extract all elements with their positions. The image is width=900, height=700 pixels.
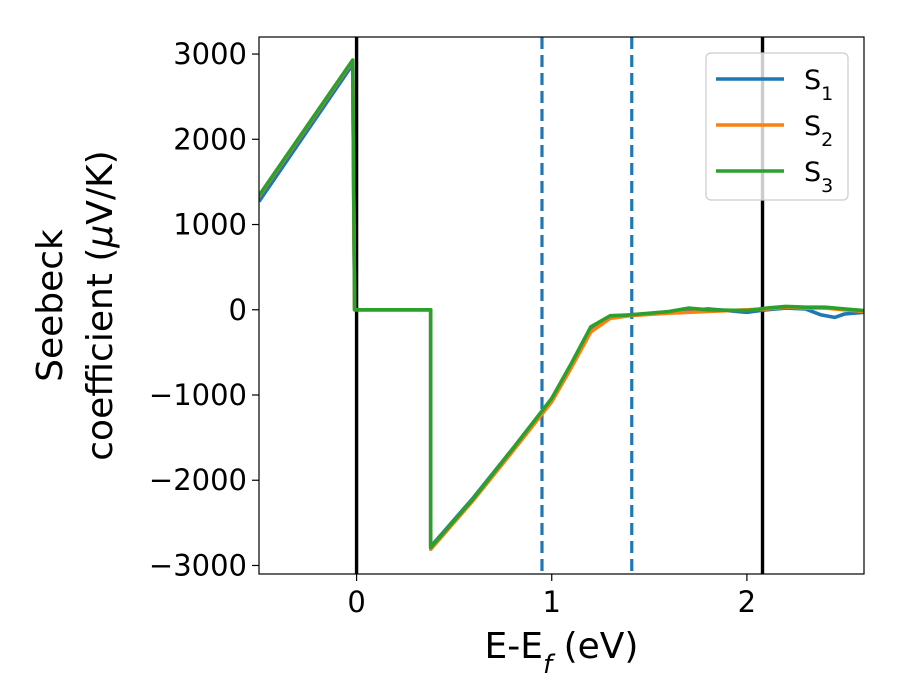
x-tick-label-2: 2 bbox=[738, 585, 756, 619]
legend-label-3: S3 bbox=[804, 157, 833, 197]
legend-label-1: S1 bbox=[804, 65, 833, 105]
y-tick-label-4: −1000 bbox=[149, 378, 247, 412]
x-axis-label: E-Ef (eV) bbox=[485, 626, 639, 680]
x-tick-label-0: 0 bbox=[347, 585, 365, 619]
y-tick-label-1: 2000 bbox=[173, 122, 247, 156]
series-line-3 bbox=[259, 58, 864, 550]
y-axis-label-line2: coefficient (μV/K) bbox=[80, 150, 121, 460]
legend-label-2: S2 bbox=[804, 111, 833, 151]
y-axis-label: Seebeck coefficient (μV/K) bbox=[30, 150, 121, 460]
x-ticks: 0 1 2 bbox=[347, 574, 756, 619]
legend: S1 S2 S3 bbox=[705, 52, 849, 201]
plot-frame bbox=[258, 36, 865, 575]
y-tick-label-6: −3000 bbox=[149, 548, 247, 582]
series-lines bbox=[259, 58, 864, 552]
y-axis-label-line1: Seebeck bbox=[30, 229, 71, 382]
reference-lines bbox=[354, 37, 765, 574]
y-tick-label-0: 3000 bbox=[173, 37, 247, 71]
y-tick-label-2: 1000 bbox=[173, 208, 247, 242]
x-tick-label-1: 1 bbox=[543, 585, 561, 619]
y-tick-label-3: 0 bbox=[229, 293, 247, 327]
y-ticks: 3000 2000 1000 0 −1000 −2000 −3000 bbox=[149, 37, 259, 582]
y-tick-label-5: −2000 bbox=[149, 463, 247, 497]
